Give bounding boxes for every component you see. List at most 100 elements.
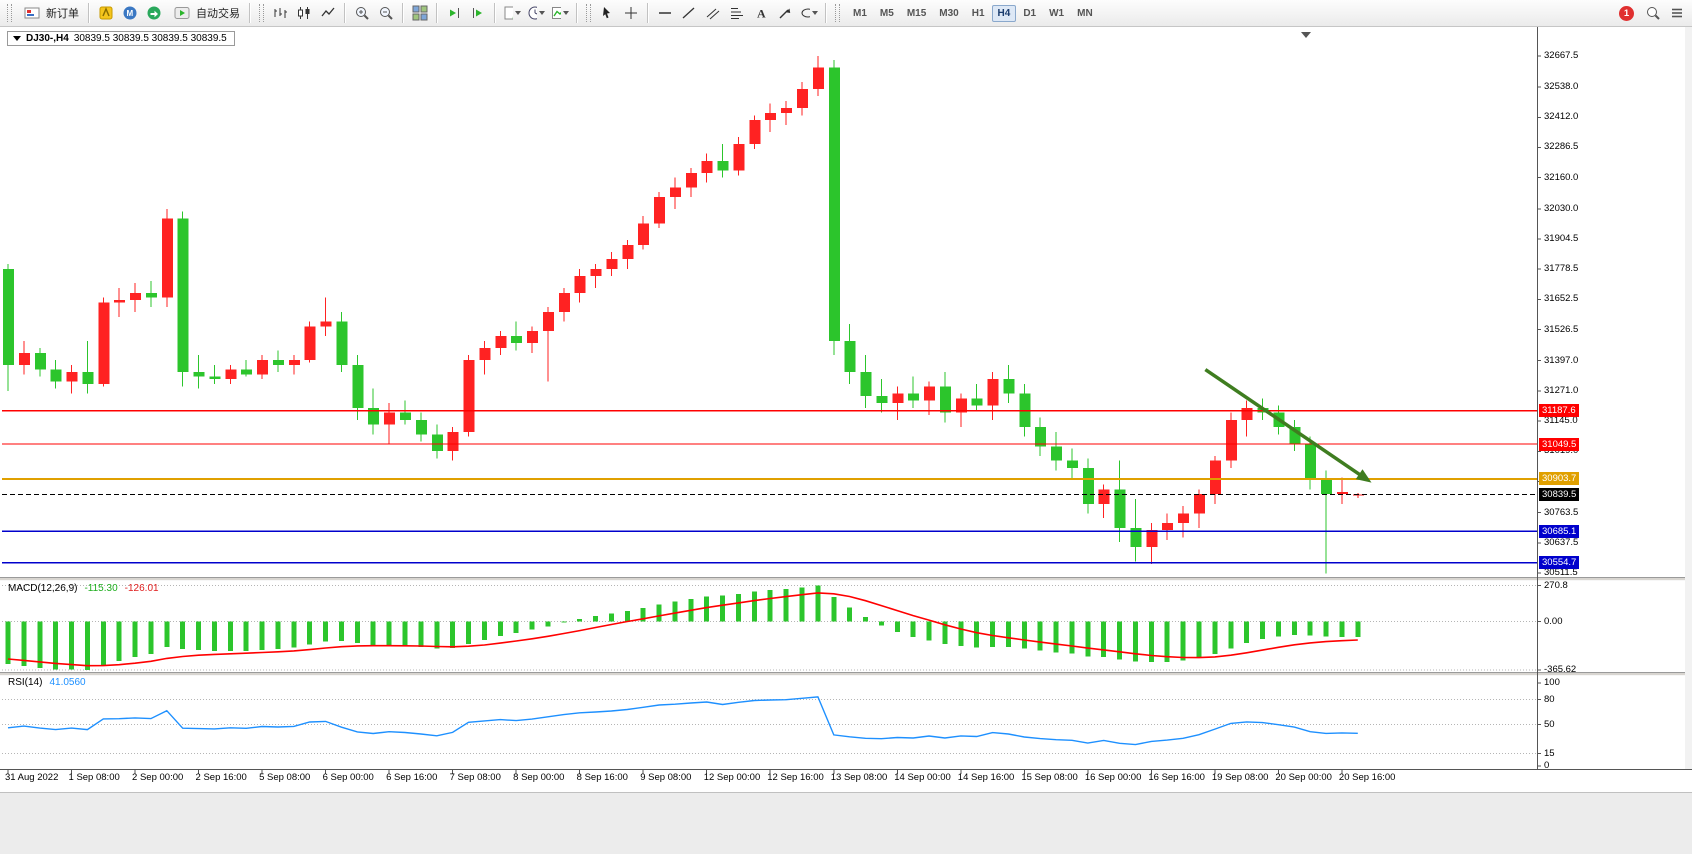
channel-icon[interactable] xyxy=(702,4,724,23)
toolbar-grip[interactable] xyxy=(835,4,840,22)
macd-signal-value: -126.01 xyxy=(124,583,159,594)
auto-scroll-icon[interactable] xyxy=(443,4,465,23)
trend-arrow[interactable] xyxy=(1204,368,1367,481)
candle xyxy=(34,347,46,377)
line-chart-icon[interactable] xyxy=(317,4,339,23)
svg-text:M: M xyxy=(127,9,134,18)
candle xyxy=(828,60,840,356)
toolbar: 新订单 M 自动交易 A M1 M5 M15 M30 H1 H4 D1 W1 MN 1 xyxy=(0,0,1692,27)
candle xyxy=(1114,460,1126,543)
notification-badge[interactable]: 1 xyxy=(1619,5,1634,21)
candle xyxy=(781,100,793,125)
new-order-icon xyxy=(21,4,43,23)
candle xyxy=(384,403,396,444)
dropdown-caret xyxy=(515,11,521,15)
candle xyxy=(3,264,14,392)
candle xyxy=(66,364,78,394)
timeframe-H1[interactable]: H1 xyxy=(971,7,985,19)
one-click-trading-caret[interactable] xyxy=(13,36,21,41)
separator xyxy=(494,3,496,23)
trendline-icon[interactable] xyxy=(678,4,700,23)
toolbar-grip[interactable] xyxy=(586,4,591,22)
tile-windows-icon[interactable] xyxy=(409,4,431,23)
zoom-out-icon[interactable] xyxy=(375,4,397,23)
toolbar-grip[interactable] xyxy=(7,4,12,22)
new-chart-icon[interactable] xyxy=(501,4,523,23)
candles xyxy=(3,56,1364,574)
candle xyxy=(1146,523,1158,564)
candle xyxy=(209,364,221,384)
candle xyxy=(717,144,729,178)
candle xyxy=(98,297,110,387)
candle xyxy=(669,177,681,209)
toolbar-grip[interactable] xyxy=(259,4,264,22)
text-tool-icon[interactable]: A xyxy=(750,4,772,23)
candle xyxy=(1352,493,1364,498)
symbol-tab[interactable]: DJ30-,H4 30839.5 30839.5 30839.5 30839.5 xyxy=(7,31,235,46)
symbol-timeframe-label: DJ30-,H4 xyxy=(26,33,69,44)
timeframe-H4[interactable]: H4 xyxy=(991,4,1017,22)
timeframe-M15[interactable]: M15 xyxy=(906,7,927,19)
auto-trading-icon xyxy=(171,4,193,23)
bar-chart-icon[interactable] xyxy=(269,4,291,23)
chart-shift-marker[interactable] xyxy=(1301,32,1311,38)
candle xyxy=(606,252,618,277)
timeframe-M1[interactable]: M1 xyxy=(853,7,867,19)
candle xyxy=(892,386,904,420)
separator xyxy=(825,3,827,23)
candle xyxy=(1098,484,1110,519)
search-icon[interactable] xyxy=(1642,4,1664,23)
candle xyxy=(400,400,411,425)
candle xyxy=(352,355,364,420)
candle xyxy=(1305,436,1317,490)
candlestick-icon[interactable] xyxy=(293,4,315,23)
candle xyxy=(225,364,237,384)
timeframe-M5[interactable]: M5 xyxy=(879,7,894,19)
candle xyxy=(1225,412,1237,468)
separator xyxy=(436,3,438,23)
community-icon[interactable]: M xyxy=(119,4,141,23)
timeframe-MN[interactable]: MN xyxy=(1077,7,1093,19)
candle xyxy=(18,340,30,375)
horizontal-line-icon[interactable] xyxy=(654,4,676,23)
candle xyxy=(924,381,936,416)
template-icon[interactable] xyxy=(549,4,571,23)
chart-canvas[interactable] xyxy=(0,27,1692,854)
new-order-button[interactable]: 新订单 xyxy=(17,2,83,25)
chart-shift-icon[interactable] xyxy=(467,4,489,23)
rsi-indicator-label: RSI(14) 41.0560 xyxy=(8,677,86,688)
candle xyxy=(987,371,999,420)
market-icon[interactable] xyxy=(143,4,165,23)
fibonacci-icon[interactable] xyxy=(726,4,748,23)
arrows-tool-icon[interactable] xyxy=(774,4,796,23)
candle xyxy=(415,412,427,442)
candle xyxy=(463,355,475,437)
candle xyxy=(574,268,586,303)
period-clock-icon[interactable] xyxy=(525,4,547,23)
candle xyxy=(733,136,745,176)
shapes-icon[interactable] xyxy=(798,4,820,23)
zoom-in-icon[interactable] xyxy=(351,4,373,23)
metaeditor-icon[interactable] xyxy=(95,4,117,23)
candle xyxy=(272,350,284,372)
timeframe-M30[interactable]: M30 xyxy=(939,7,959,19)
candle xyxy=(130,283,142,312)
candle xyxy=(527,326,539,353)
candle xyxy=(511,321,523,351)
candle xyxy=(971,383,983,411)
candle xyxy=(145,280,157,308)
menu-icon[interactable] xyxy=(1666,4,1688,23)
timeframe-D1[interactable]: D1 xyxy=(1023,7,1037,19)
timeframe-W1[interactable]: W1 xyxy=(1049,7,1065,19)
candle xyxy=(177,211,189,387)
separator xyxy=(249,3,251,23)
candle xyxy=(241,359,253,377)
crosshair-icon[interactable] xyxy=(620,4,642,23)
candle xyxy=(1051,431,1063,471)
candle xyxy=(1336,477,1348,504)
cursor-icon[interactable] xyxy=(596,4,618,23)
chart-window[interactable]: DJ30-,H4 30839.5 30839.5 30839.5 30839.5… xyxy=(0,27,1692,854)
candle xyxy=(1066,448,1078,480)
auto-trading-button[interactable]: 自动交易 xyxy=(167,2,244,25)
